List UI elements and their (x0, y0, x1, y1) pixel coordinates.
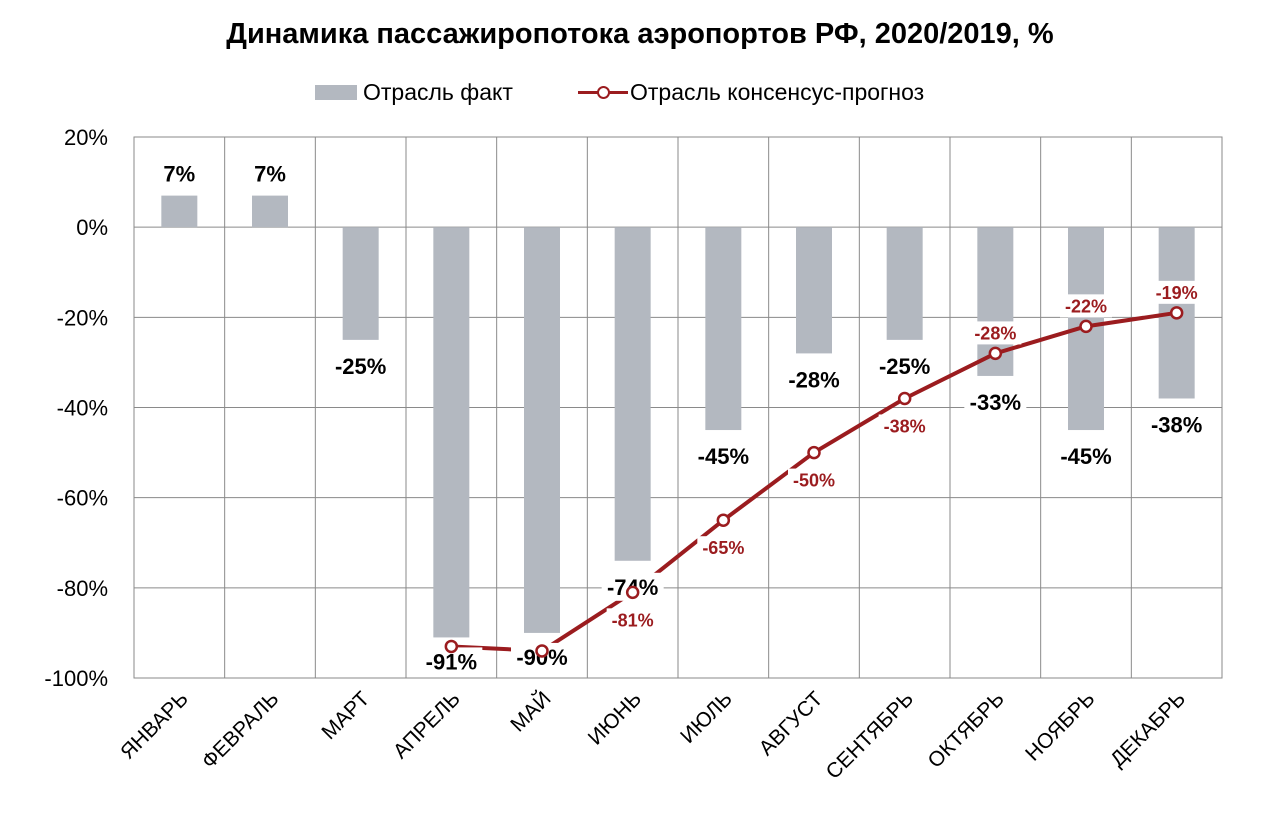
data-label-bg (1055, 442, 1117, 471)
x-tick-label: ИЮЛЬ (676, 687, 737, 748)
data-label-bg (878, 414, 931, 438)
bar (886, 227, 923, 340)
bar-data-label: -25% (879, 354, 930, 379)
bar-data-label: 7% (163, 162, 195, 187)
data-label-bg (329, 351, 392, 380)
forecast-marker (897, 391, 912, 406)
forecast-data-label: -65% (702, 538, 744, 558)
bar-data-label: -91% (426, 649, 477, 674)
legend-bar-swatch (315, 84, 357, 100)
bar (705, 227, 742, 431)
bar-data-label: 7% (254, 162, 286, 187)
data-label-bg (964, 387, 1027, 416)
x-tick-label: ЯНВАРЬ (116, 687, 193, 764)
bar-data-label: -45% (698, 444, 749, 469)
bar-data-label: -33% (970, 390, 1021, 415)
x-tick-label: ИЮНЬ (584, 687, 646, 749)
data-label-bg (606, 608, 659, 632)
forecast-marker (716, 513, 731, 527)
bar (342, 227, 379, 340)
x-tick-label: АВГУСТ (755, 687, 828, 760)
forecast-marker (535, 644, 549, 658)
bar (614, 227, 651, 561)
bar (796, 227, 832, 354)
bar-data-label: -38% (1151, 412, 1202, 437)
forecast-marker (625, 585, 640, 600)
forecast-marker (807, 445, 821, 460)
data-label-bg (1145, 410, 1208, 439)
data-label-bg (1060, 294, 1112, 318)
bar (252, 195, 288, 228)
chart-title: Динамика пассажиропотока аэропортов РФ, … (226, 18, 1054, 50)
forecast-data-label: -81% (612, 610, 654, 630)
x-tick-label: ОКТЯБРЬ (924, 687, 1009, 772)
data-label-bg (783, 365, 845, 394)
bar-data-label: -28% (788, 367, 839, 392)
bar (524, 227, 560, 633)
y-tick-label: 20% (64, 125, 108, 150)
forecast-marker (1169, 306, 1184, 320)
forecast-data-label: -22% (1065, 296, 1107, 316)
legend-item-fact: Отрасль факт (315, 76, 513, 108)
forecast-marker (444, 639, 459, 654)
legend: Отрасль факт Отрасль консенсус-прогноз (0, 76, 1280, 108)
legend-line-swatch (578, 82, 628, 102)
x-tick-label: МАЙ (506, 687, 556, 737)
y-tick-label: 0% (76, 215, 108, 240)
legend-label-forecast: Отрасль консенсус-прогноз (630, 78, 925, 105)
data-label-bg (788, 468, 840, 492)
legend-label-fact: Отрасль факт (363, 78, 513, 105)
data-label-bg (969, 321, 1022, 345)
bar (433, 227, 470, 638)
y-tick-label: -40% (57, 396, 108, 421)
y-tick-label: -60% (57, 486, 108, 511)
x-tick-label: СЕНТЯБРЬ (822, 687, 918, 783)
x-tick-label: ФЕВРАЛЬ (198, 687, 284, 773)
data-label-bg (161, 159, 198, 188)
y-tick-label: -80% (57, 576, 108, 601)
forecast-data-label: -50% (793, 471, 835, 491)
forecast-data-label: -19% (1156, 283, 1198, 303)
data-label-bg (873, 351, 936, 380)
x-tick-label: АПРЕЛЬ (389, 687, 465, 763)
forecast-data-label: -38% (884, 416, 926, 436)
forecast-marker (988, 346, 1003, 361)
bar-data-label: -25% (335, 354, 386, 379)
bar-data-label: -45% (1060, 444, 1111, 469)
x-tick-label: НОЯБРЬ (1021, 687, 1099, 765)
y-tick-label: -100% (44, 666, 108, 691)
x-tick-label: МАРТ (317, 687, 374, 744)
data-label-bg (1150, 280, 1203, 304)
forecast-marker (1079, 319, 1093, 334)
y-tick-label: -20% (57, 305, 108, 330)
data-label-bg (692, 442, 755, 471)
data-label-bg (252, 159, 288, 188)
legend-item-forecast: Отрасль консенсус-прогноз (578, 76, 924, 108)
forecast-data-label: -28% (974, 323, 1016, 343)
bar (161, 195, 198, 228)
data-label-bg (697, 536, 750, 560)
x-tick-label: ДЕКАБРЬ (1106, 687, 1190, 771)
